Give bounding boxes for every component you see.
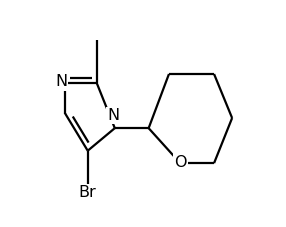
Text: N: N <box>55 74 67 89</box>
Text: Br: Br <box>79 185 97 200</box>
Text: O: O <box>174 155 186 170</box>
Text: N: N <box>108 108 120 123</box>
